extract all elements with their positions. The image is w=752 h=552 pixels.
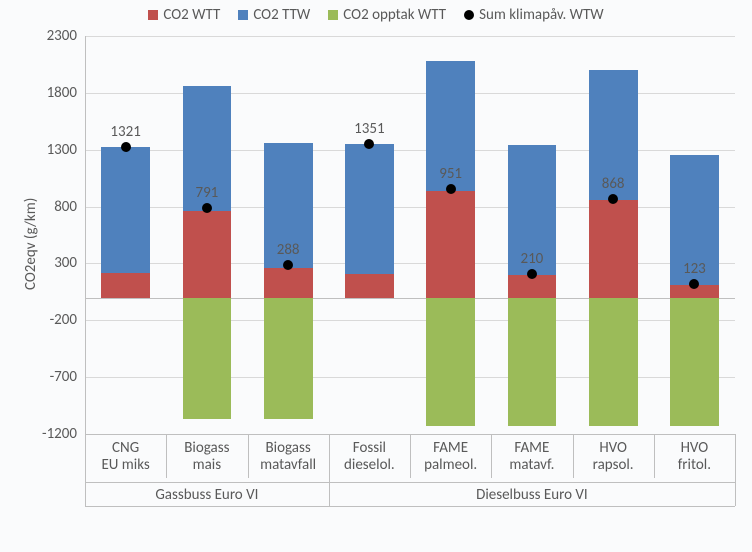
y-axis-line: [85, 36, 86, 434]
group-mid-line: [85, 482, 735, 483]
x-tick-label-line2: matavf.: [492, 457, 572, 474]
sum-marker: [283, 260, 293, 270]
sum-data-label: 288: [277, 241, 300, 259]
legend-item: Sum klimapåv. WTW: [464, 6, 604, 24]
y-tick-label: 1300: [27, 141, 77, 159]
legend-item: CO2 TTW: [238, 6, 310, 24]
sum-data-label: 868: [602, 175, 625, 193]
x-tick-label-line1: CNG: [86, 440, 166, 457]
x-tick-label-line2: mais: [167, 457, 247, 474]
bar-segment-co2-wtt: [426, 191, 475, 298]
bar-segment-co2-wtt: [589, 200, 638, 297]
legend-item: CO2 opptak WTT: [328, 6, 446, 24]
sum-data-label: 210: [520, 250, 543, 268]
sum-marker: [364, 139, 374, 149]
category-divider-short: [248, 434, 249, 478]
x-tick-label-line2: matavfall: [248, 457, 328, 474]
chart-container: CO2 WTT CO2 TTW CO2 opptak WTT Sum klimapåv…: [0, 0, 752, 552]
x-tick-label-line1: Fossil: [329, 440, 409, 457]
bar-segment-co2-wtt: [101, 273, 150, 298]
category-divider: [85, 434, 86, 506]
legend-dot-icon: [464, 10, 474, 20]
y-tick-label: -200: [27, 311, 77, 329]
legend-swatch-icon: [148, 10, 158, 20]
x-tick-label-line1: Biogass: [167, 440, 247, 457]
group-label: Dieselbuss Euro VI: [476, 486, 588, 504]
sum-data-label: 1321: [110, 123, 140, 141]
sum-marker: [446, 184, 456, 194]
sum-data-label: 791: [195, 184, 218, 202]
category-divider-short: [654, 434, 655, 478]
legend-label: CO2 TTW: [253, 6, 310, 24]
y-tick-label: -700: [27, 368, 77, 386]
bar-segment-co2-ttw: [345, 144, 394, 274]
legend-swatch-icon: [328, 10, 338, 20]
plot-area: 1321 791 288 1351 951 210 868 123: [85, 36, 735, 434]
legend-label: CO2 WTT: [163, 6, 220, 24]
x-tick-label-line1: HVO: [654, 440, 734, 457]
legend-label: CO2 opptak WTT: [343, 6, 446, 24]
x-tick-label-line1: Biogass: [248, 440, 328, 457]
x-tick-label: HVOfritol.: [654, 440, 734, 475]
category-divider-short: [491, 434, 492, 478]
legend: CO2 WTT CO2 TTW CO2 opptak WTT Sum klimapåv…: [0, 6, 752, 24]
bar-segment-co2-wtt: [183, 211, 232, 297]
x-tick-label: Biogassmatavfall: [248, 440, 328, 475]
x-tick-label-line1: HVO: [573, 440, 653, 457]
x-tick-label: CNGEU miks: [86, 440, 166, 475]
y-tick-label: 800: [27, 198, 77, 216]
x-tick-label: FAMEpalmeol.: [411, 440, 491, 475]
y-tick-label: 2300: [27, 27, 77, 45]
legend-item: CO2 WTT: [148, 6, 220, 24]
x-tick-label-line2: dieselol.: [329, 457, 409, 474]
x-tick-label-line2: EU miks: [86, 457, 166, 474]
sum-marker: [608, 194, 618, 204]
x-tick-label-line2: fritol.: [654, 457, 734, 474]
category-divider-short: [573, 434, 574, 478]
sum-marker: [527, 269, 537, 279]
x-tick-label: HVOrapsol.: [573, 440, 653, 475]
category-divider-short: [410, 434, 411, 478]
bar-segment-co2-opptak-wtt: [264, 298, 313, 420]
sum-marker: [689, 279, 699, 289]
x-tick-label-line1: FAME: [492, 440, 572, 457]
bar-segment-co2-opptak-wtt: [183, 298, 232, 420]
x-tick-label: Fossildieselol.: [329, 440, 409, 475]
gridline: [85, 36, 735, 37]
sum-marker: [202, 203, 212, 213]
category-divider: [329, 434, 330, 506]
legend-swatch-icon: [238, 10, 248, 20]
category-divider-short: [166, 434, 167, 478]
sum-data-label: 951: [439, 165, 462, 183]
category-divider: [735, 434, 736, 506]
bar-segment-co2-wtt: [264, 268, 313, 297]
bar-segment-co2-opptak-wtt: [426, 298, 475, 426]
group-bottom-line: [85, 506, 735, 507]
x-tick-label-line2: palmeol.: [411, 457, 491, 474]
x-tick-label-line1: FAME: [411, 440, 491, 457]
sum-data-label: 123: [683, 260, 706, 278]
bar-segment-co2-opptak-wtt: [508, 298, 557, 426]
x-tick-label: Biogassmais: [167, 440, 247, 475]
group-label: Gassbuss Euro VI: [155, 486, 258, 504]
x-tick-label: FAMEmatavf.: [492, 440, 572, 475]
sum-data-label: 1351: [354, 120, 384, 138]
bar-segment-co2-ttw: [101, 147, 150, 272]
y-tick-label: -1200: [27, 425, 77, 443]
sum-marker: [121, 142, 131, 152]
x-tick-label-line2: rapsol.: [573, 457, 653, 474]
bar-segment-co2-opptak-wtt: [670, 298, 719, 426]
y-tick-label: 300: [27, 254, 77, 272]
bar-segment-co2-wtt: [345, 274, 394, 298]
y-tick-label: 1800: [27, 84, 77, 102]
bar-segment-co2-opptak-wtt: [589, 298, 638, 426]
legend-label: Sum klimapåv. WTW: [479, 6, 604, 24]
